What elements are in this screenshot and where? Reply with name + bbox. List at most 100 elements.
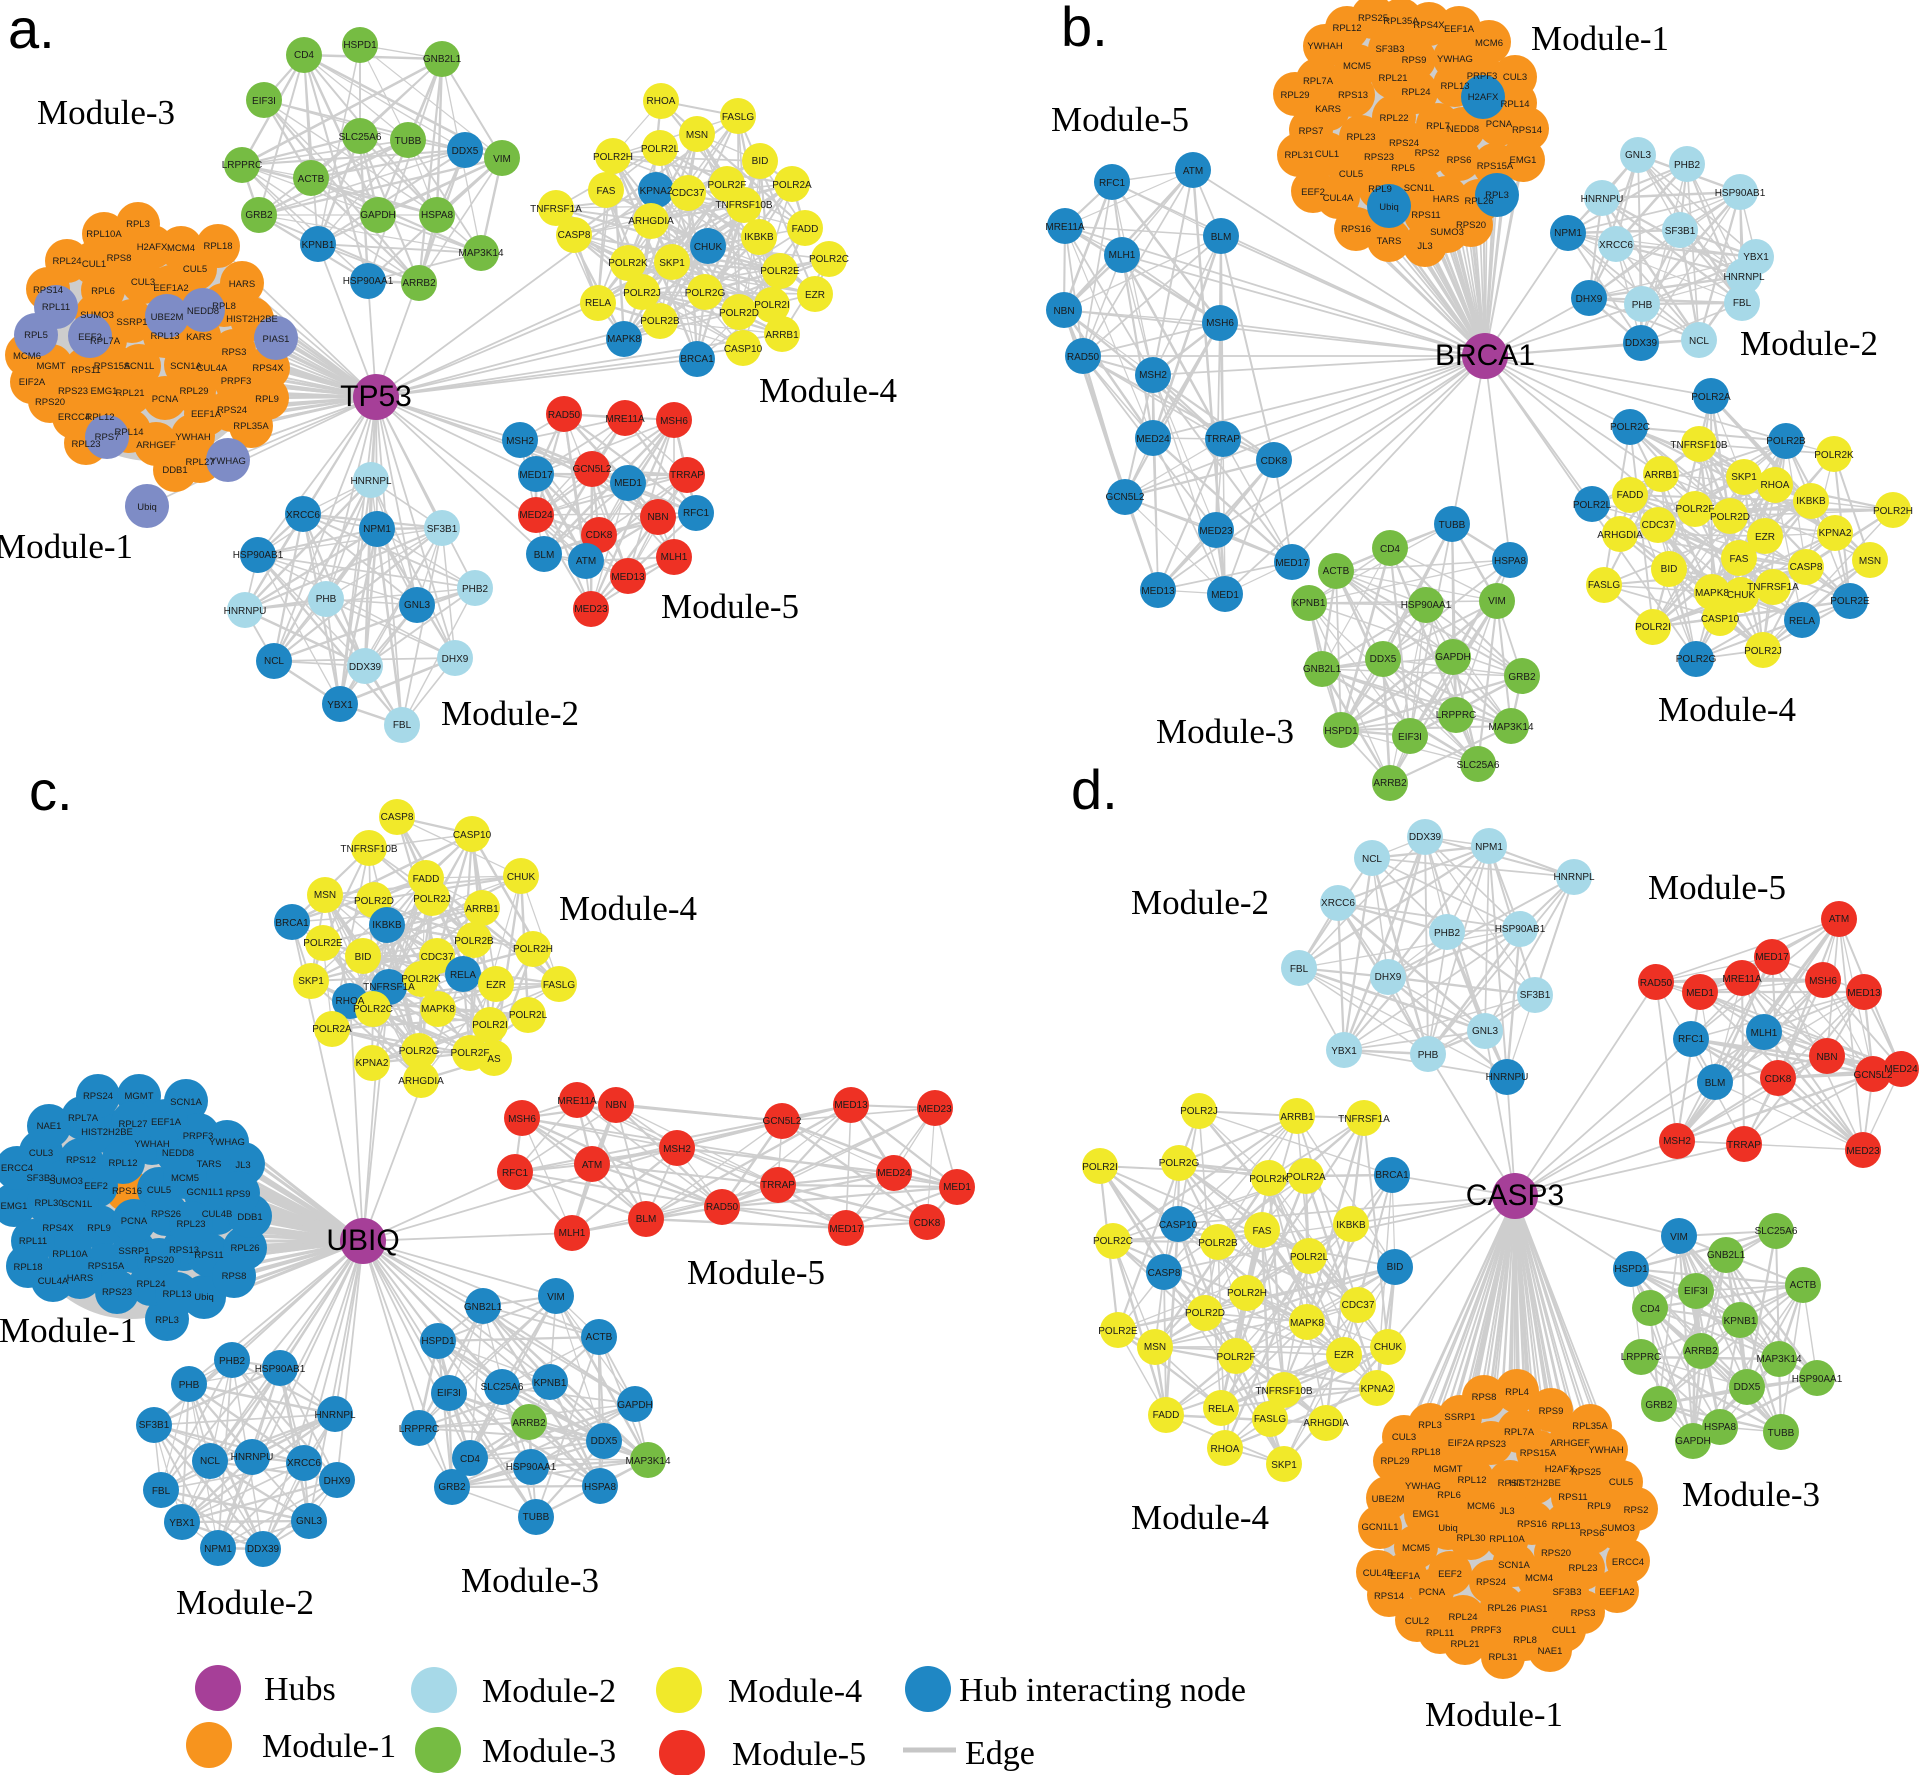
svg-text:POLR2H: POLR2H	[1227, 1288, 1267, 1299]
svg-text:RELA: RELA	[450, 970, 476, 981]
svg-text:RPS11: RPS11	[194, 1250, 223, 1261]
svg-text:CHUK: CHUK	[1727, 590, 1756, 601]
svg-text:HNRNPU: HNRNPU	[224, 606, 267, 617]
svg-text:RPS4X: RPS4X	[252, 363, 284, 374]
svg-text:VIM: VIM	[1670, 1232, 1688, 1243]
svg-text:LRPPRC: LRPPRC	[1621, 1352, 1662, 1363]
svg-text:FAS: FAS	[1730, 554, 1749, 565]
svg-text:MED17: MED17	[1275, 558, 1309, 569]
svg-text:CUL4A: CUL4A	[197, 363, 228, 374]
svg-text:ARRB1: ARRB1	[465, 904, 499, 915]
svg-text:POLR2B: POLR2B	[1766, 436, 1806, 447]
svg-text:PCNA: PCNA	[121, 1216, 148, 1227]
svg-text:Module-1: Module-1	[1531, 19, 1669, 58]
svg-text:RPL14: RPL14	[114, 427, 143, 438]
svg-text:DDX39: DDX39	[349, 662, 382, 673]
svg-text:CDK8: CDK8	[1765, 1074, 1792, 1085]
svg-text:H2AFX: H2AFX	[1468, 92, 1499, 103]
svg-text:TUBB: TUBB	[395, 136, 422, 147]
svg-text:SCN1A: SCN1A	[170, 361, 202, 372]
svg-text:RPL7A: RPL7A	[68, 1113, 99, 1124]
svg-text:CASP10: CASP10	[1159, 1220, 1198, 1231]
svg-text:PHB: PHB	[1632, 300, 1653, 311]
svg-text:MSN: MSN	[314, 890, 336, 901]
svg-text:EEF1A: EEF1A	[151, 1117, 182, 1128]
svg-text:MSH2: MSH2	[506, 436, 534, 447]
svg-text:AS: AS	[487, 1054, 501, 1065]
svg-text:HSPD1: HSPD1	[1324, 726, 1358, 737]
svg-text:Module-2: Module-2	[441, 694, 579, 733]
svg-text:FADD: FADD	[1617, 490, 1644, 501]
svg-text:MED13: MED13	[1847, 988, 1881, 999]
svg-text:SCN1L: SCN1L	[124, 361, 155, 372]
svg-text:CUL5: CUL5	[183, 264, 207, 275]
svg-text:CASP8: CASP8	[1790, 562, 1823, 573]
svg-text:DHX9: DHX9	[1375, 972, 1402, 983]
svg-text:TNFRSF10B: TNFRSF10B	[1670, 440, 1728, 451]
svg-text:RPS15A: RPS15A	[1477, 161, 1514, 172]
svg-text:TUBB: TUBB	[523, 1512, 550, 1523]
svg-text:POLR2D: POLR2D	[719, 308, 759, 319]
svg-text:IKBKB: IKBKB	[1336, 1220, 1366, 1231]
svg-text:HSP90AB1: HSP90AB1	[1715, 188, 1766, 199]
svg-text:MED17: MED17	[1755, 952, 1789, 963]
svg-text:FBL: FBL	[1733, 298, 1752, 309]
svg-text:FADD: FADD	[1153, 1410, 1180, 1421]
svg-text:RPL27: RPL27	[185, 457, 214, 468]
svg-text:POLR2J: POLR2J	[623, 288, 661, 299]
svg-text:RPS16: RPS16	[1341, 224, 1371, 235]
svg-text:GAPDH: GAPDH	[1675, 1436, 1711, 1447]
svg-text:KPNA2: KPNA2	[1819, 528, 1852, 539]
svg-text:NCL: NCL	[1689, 336, 1709, 347]
svg-text:MED23: MED23	[918, 1104, 952, 1115]
svg-text:ARRB1: ARRB1	[1644, 470, 1678, 481]
svg-text:GCN1L1: GCN1L1	[1362, 1522, 1399, 1533]
svg-text:POLR2K: POLR2K	[1249, 1174, 1289, 1185]
svg-text:MAP3K14: MAP3K14	[625, 1456, 670, 1467]
svg-text:ARHGDIA: ARHGDIA	[398, 1076, 444, 1087]
svg-text:POLR2D: POLR2D	[1710, 512, 1750, 523]
svg-text:CUL4A: CUL4A	[1323, 193, 1354, 204]
svg-text:Module-2: Module-2	[482, 1673, 616, 1710]
svg-text:POLR2I: POLR2I	[1082, 1162, 1118, 1173]
svg-text:Module-2: Module-2	[1740, 324, 1878, 363]
svg-text:NCL: NCL	[264, 656, 284, 667]
svg-text:ACTB: ACTB	[1323, 566, 1350, 577]
svg-text:CUL4B: CUL4B	[1363, 1568, 1394, 1579]
svg-text:MSN: MSN	[1144, 1342, 1166, 1353]
svg-text:RPL9: RPL9	[87, 1223, 111, 1234]
svg-text:GRB2: GRB2	[1645, 1400, 1673, 1411]
svg-text:MED13: MED13	[1141, 586, 1175, 597]
svg-text:Module-2: Module-2	[1131, 883, 1269, 922]
svg-text:HSP90AA1: HSP90AA1	[506, 1462, 557, 1473]
svg-text:PIAS1: PIAS1	[263, 334, 290, 345]
svg-text:HSP90AA1: HSP90AA1	[1401, 600, 1452, 611]
svg-text:TNFRSF10B: TNFRSF10B	[1255, 1386, 1313, 1397]
svg-text:RPS14: RPS14	[1512, 125, 1542, 136]
svg-text:RPS11: RPS11	[71, 365, 100, 376]
svg-text:SF3B1: SF3B1	[1665, 226, 1696, 237]
svg-text:KPNA2: KPNA2	[1361, 1384, 1394, 1395]
svg-text:UBE2M: UBE2M	[151, 312, 184, 323]
svg-text:NAE1: NAE1	[1538, 1646, 1563, 1657]
svg-text:RPS20: RPS20	[35, 397, 65, 408]
svg-text:XRCC6: XRCC6	[1599, 240, 1633, 251]
svg-text:HSPA8: HSPA8	[1704, 1422, 1736, 1433]
svg-text:Module-1: Module-1	[0, 1311, 137, 1350]
svg-text:DHX9: DHX9	[442, 654, 469, 665]
svg-text:RPS15A: RPS15A	[88, 1261, 125, 1272]
svg-text:ARRB1: ARRB1	[1280, 1112, 1314, 1123]
svg-text:Hubs: Hubs	[264, 1671, 336, 1708]
svg-text:CHUK: CHUK	[694, 242, 723, 253]
svg-text:MCM5: MCM5	[171, 1173, 199, 1184]
svg-text:RPL35A: RPL35A	[233, 421, 269, 432]
svg-text:POLR2B: POLR2B	[640, 316, 680, 327]
svg-text:d.: d.	[1071, 758, 1118, 821]
svg-text:b.: b.	[1061, 0, 1108, 58]
svg-text:EZR: EZR	[486, 980, 506, 991]
svg-text:Module-4: Module-4	[559, 889, 697, 928]
svg-text:HIST2H2BE: HIST2H2BE	[226, 314, 278, 325]
svg-text:KARS: KARS	[186, 332, 212, 343]
svg-text:Module-5: Module-5	[687, 1253, 825, 1292]
svg-text:POLR2L: POLR2L	[1573, 500, 1612, 511]
